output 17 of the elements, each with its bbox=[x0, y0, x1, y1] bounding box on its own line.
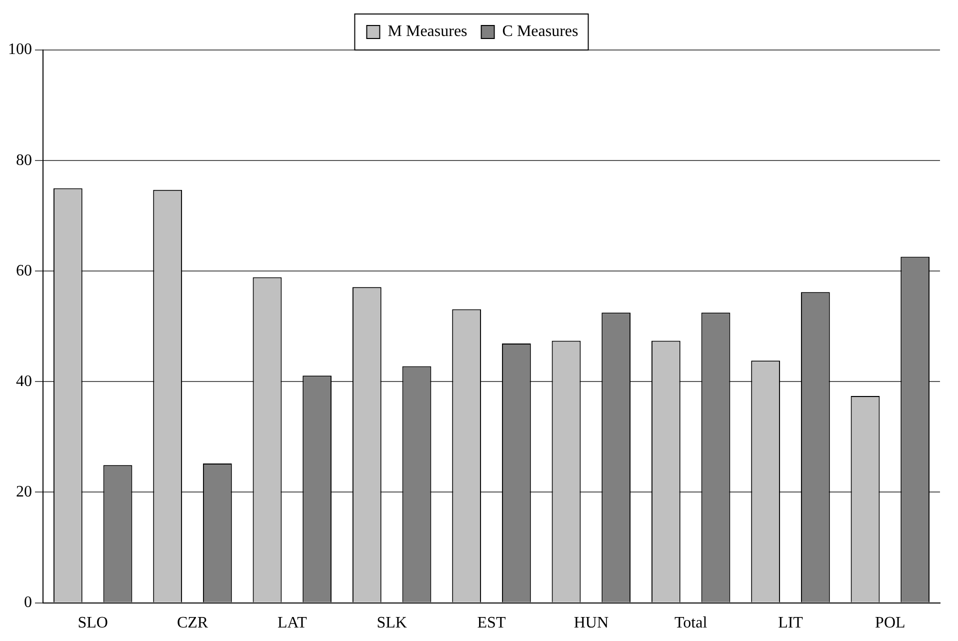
y-tick-label: 20 bbox=[16, 483, 32, 500]
x-tick-label: LAT bbox=[278, 614, 308, 632]
x-tick-label: HUN bbox=[574, 614, 609, 632]
y-tick-label: 0 bbox=[24, 594, 32, 612]
legend-label: M Measures bbox=[388, 23, 468, 40]
x-tick-label: Total bbox=[674, 614, 708, 632]
y-tick-label: 80 bbox=[16, 152, 32, 169]
legend-label: C Measures bbox=[502, 23, 578, 40]
x-tick-label: SLK bbox=[376, 614, 408, 632]
x-tick-label: SLO bbox=[78, 614, 108, 632]
y-tick-label: 100 bbox=[8, 41, 32, 58]
y-tick-label: 60 bbox=[16, 262, 32, 280]
x-tick-label: POL bbox=[875, 614, 906, 632]
x-tick-label: CZR bbox=[176, 614, 208, 632]
x-tick-label: EST bbox=[477, 614, 506, 632]
y-tick-label: 40 bbox=[16, 372, 32, 390]
x-tick-label: LIT bbox=[778, 614, 804, 632]
